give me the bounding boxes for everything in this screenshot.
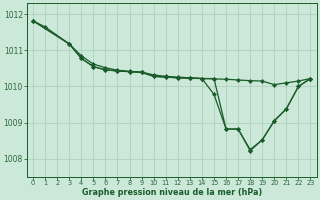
X-axis label: Graphe pression niveau de la mer (hPa): Graphe pression niveau de la mer (hPa) xyxy=(82,188,262,197)
